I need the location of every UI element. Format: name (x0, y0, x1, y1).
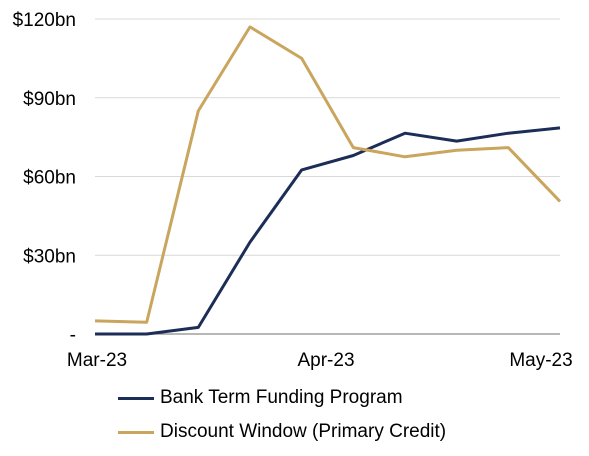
y-tick-label: $60bn (23, 168, 76, 189)
y-tick-label: $120bn (13, 10, 76, 31)
y-tick-label: $30bn (23, 246, 76, 267)
x-tick-label: May-23 (509, 350, 572, 371)
y-tick-label: - (70, 325, 76, 346)
legend: Bank Term Funding Program Discount Windo… (118, 381, 446, 449)
legend-swatch-discount-window (118, 430, 154, 434)
series-lines (94, 25, 562, 336)
gridlines (95, 18, 560, 335)
x-axis-tick-labels: Mar-23 Apr-23 May-23 (67, 350, 573, 371)
series-line-btfp (95, 126, 561, 336)
series-line-discount-window (94, 25, 562, 324)
legend-label-discount-window: Discount Window (Primary Credit) (160, 421, 447, 442)
legend-item-btfp: Bank Term Funding Program (118, 381, 446, 415)
x-tick-label: Mar-23 (67, 350, 127, 371)
legend-label-btfp: Bank Term Funding Program (160, 387, 403, 408)
y-tick-label: $90bn (23, 89, 76, 110)
line-chart: - $30bn $60bn $90bn $120bn Mar-23 Apr-23 May-2… (13, 10, 573, 371)
legend-swatch-btfp (118, 396, 154, 400)
legend-item-discount-window: Discount Window (Primary Credit) (118, 415, 446, 449)
x-tick-label: Apr-23 (297, 350, 354, 371)
y-axis-tick-labels: - $30bn $60bn $90bn $120bn (13, 10, 76, 346)
